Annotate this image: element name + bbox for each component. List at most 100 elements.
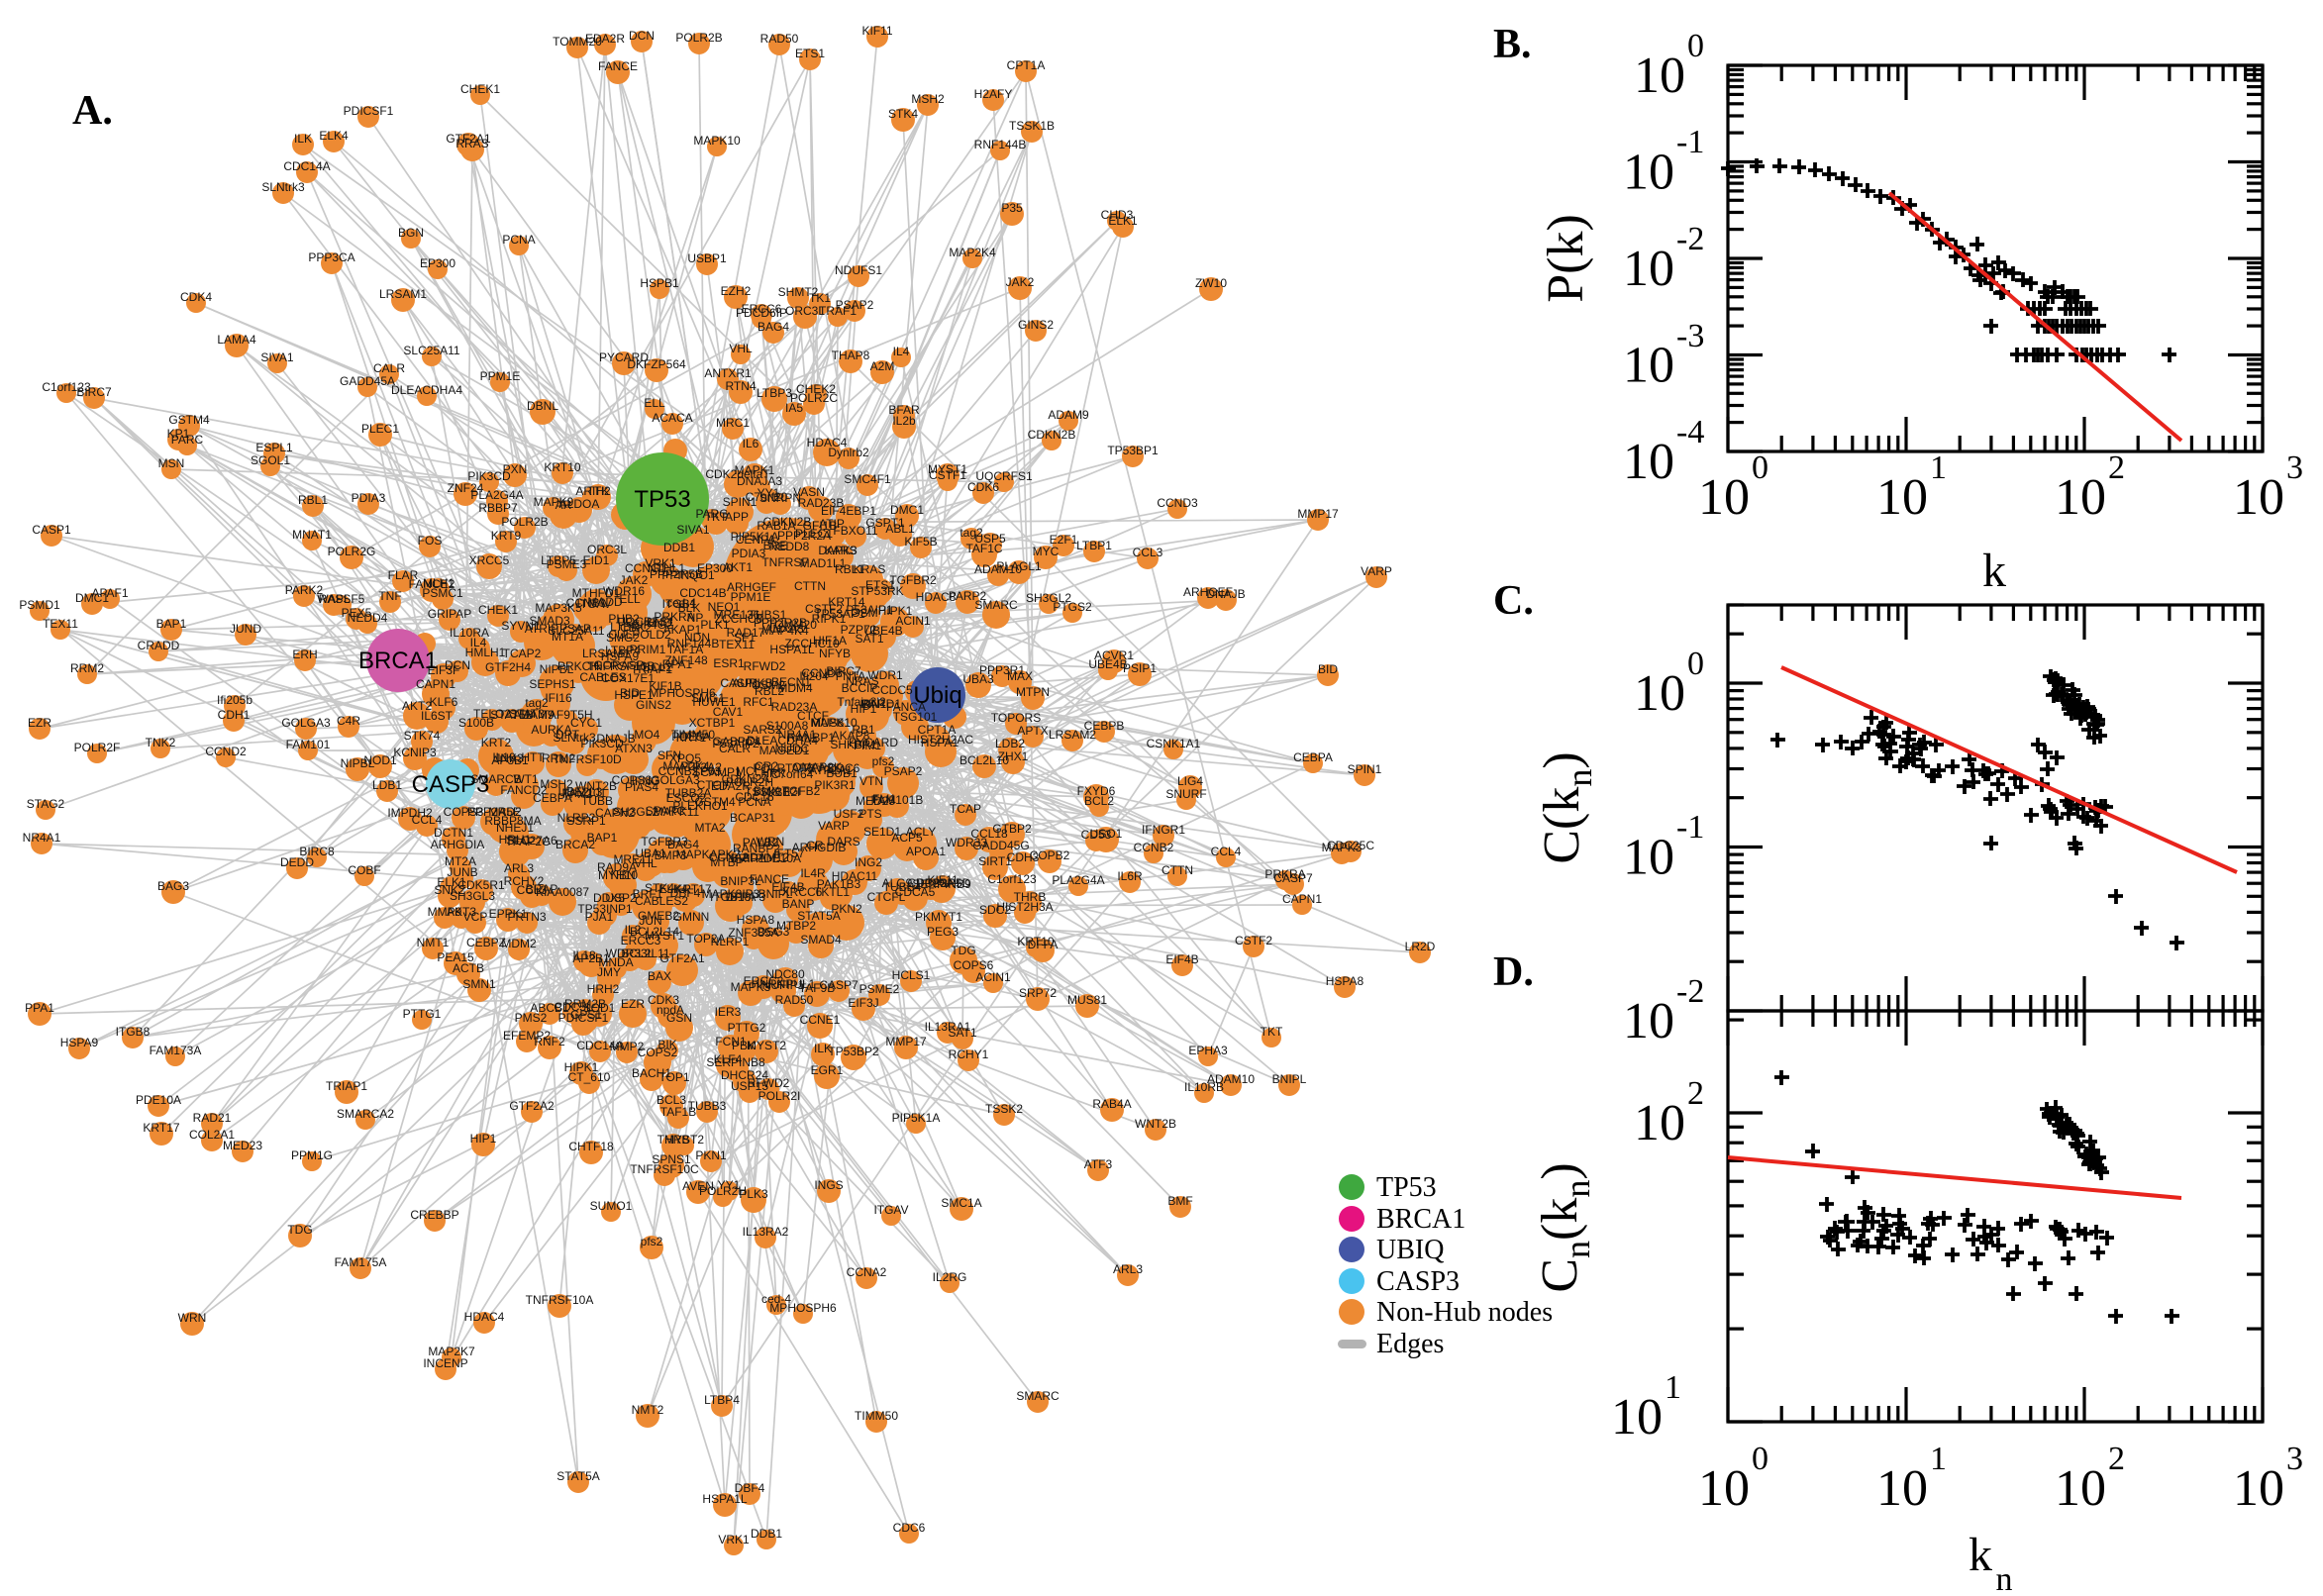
svg-text:EZR: EZR <box>621 997 645 1011</box>
svg-text:EDA2R: EDA2R <box>585 32 625 46</box>
svg-text:MAP4K4: MAP4K4 <box>761 624 809 638</box>
svg-text:BANP: BANP <box>782 897 815 911</box>
svg-text:TP53: TP53 <box>634 486 690 513</box>
svg-text:SMG1: SMG1 <box>691 691 725 705</box>
svg-text:ACACA: ACACA <box>652 411 692 425</box>
svg-text:TNFRSF10C: TNFRSF10C <box>630 1162 699 1176</box>
svg-text:CCNB2: CCNB2 <box>1134 841 1174 854</box>
svg-text:MDM2: MDM2 <box>501 937 537 950</box>
svg-text:GTF2A2: GTF2A2 <box>509 1099 555 1113</box>
svg-text:HIP1: HIP1 <box>470 1132 497 1146</box>
svg-text:CDC16: CDC16 <box>735 790 774 804</box>
svg-text:FCN1: FCN1 <box>715 1035 747 1048</box>
svg-text:STP53RK: STP53RK <box>851 584 903 598</box>
svg-text:COPB2: COPB2 <box>1030 848 1070 862</box>
svg-text:CEBPZ: CEBPZ <box>466 936 506 949</box>
svg-text:PDE5A: PDE5A <box>671 730 710 744</box>
svg-text:ARL3: ARL3 <box>1113 1262 1143 1276</box>
svg-text:RBBP7: RBBP7 <box>478 501 518 515</box>
svg-text:-3: -3 <box>1676 318 1704 354</box>
svg-text:IFI16: IFI16 <box>545 691 572 705</box>
svg-text:RTN4: RTN4 <box>725 379 756 393</box>
svg-text:HSPB1: HSPB1 <box>640 276 679 290</box>
svg-text:MTBP2: MTBP2 <box>776 919 816 933</box>
svg-text:XRCC5: XRCC5 <box>469 553 510 567</box>
svg-text:CCL3: CCL3 <box>1133 546 1163 559</box>
svg-text:STAT5B: STAT5B <box>490 708 534 722</box>
svg-text:P35: P35 <box>1001 201 1023 215</box>
svg-text:STAT5A: STAT5A <box>556 1469 600 1483</box>
svg-text:PHB2: PHB2 <box>608 612 640 626</box>
svg-text:TEX11: TEX11 <box>43 617 78 631</box>
svg-text:IL10RA: IL10RA <box>450 626 489 640</box>
svg-text:EPHA3: EPHA3 <box>1188 1044 1228 1057</box>
svg-text:LDB1: LDB1 <box>372 778 402 792</box>
svg-text:TAF1B: TAF1B <box>660 1105 696 1119</box>
svg-text:SMN1: SMN1 <box>462 977 496 991</box>
svg-text:EZH2: EZH2 <box>721 284 752 298</box>
svg-text:0: 0 <box>1752 1441 1768 1477</box>
svg-text:MAX: MAX <box>1007 669 1033 683</box>
svg-text:1: 1 <box>1665 1369 1681 1406</box>
svg-text:2: 2 <box>2108 449 2125 486</box>
svg-text:10: 10 <box>1623 338 1674 394</box>
svg-text:INCENP: INCENP <box>423 1356 467 1370</box>
svg-text:NLRP2: NLRP2 <box>557 811 596 825</box>
svg-text:FAM175A: FAM175A <box>335 1255 387 1269</box>
svg-text:TOP2A: TOP2A <box>686 932 725 946</box>
svg-text:RAD50: RAD50 <box>760 32 799 46</box>
svg-text:ITGB18P3: ITGB18P3 <box>710 890 765 904</box>
svg-text:TCAP: TCAP <box>950 802 981 816</box>
svg-text:0: 0 <box>1687 28 1704 64</box>
svg-text:SLNtrk3: SLNtrk3 <box>261 180 305 194</box>
svg-text:TNF: TNF <box>378 589 401 603</box>
svg-text:GOLGA3: GOLGA3 <box>281 716 331 730</box>
svg-text:BCL2: BCL2 <box>1084 794 1114 808</box>
svg-text:SMC4F1: SMC4F1 <box>844 472 891 486</box>
svg-text:MMP2: MMP2 <box>610 1040 645 1053</box>
svg-text:ORC3L: ORC3L <box>785 304 825 318</box>
svg-text:GMNN: GMNN <box>673 910 710 924</box>
svg-text:ATRIP: ATRIP <box>525 622 558 636</box>
svg-text:CHEK1: CHEK1 <box>478 603 518 617</box>
svg-text:STK4: STK4 <box>888 107 918 121</box>
svg-text:ZNF385A: ZNF385A <box>728 926 778 940</box>
svg-text:PSAP2: PSAP2 <box>884 764 923 778</box>
svg-text:EIF3J: EIF3J <box>848 996 878 1010</box>
svg-text:MAPK9: MAPK9 <box>534 495 574 509</box>
svg-text:NEDD8: NEDD8 <box>769 540 810 553</box>
svg-text:3: 3 <box>2286 1441 2303 1477</box>
svg-text:PTTG1: PTTG1 <box>403 1007 442 1021</box>
svg-text:ANTXR1: ANTXR1 <box>704 366 752 380</box>
svg-text:MRC1: MRC1 <box>716 416 750 430</box>
svg-text:KRAS: KRAS <box>854 562 886 576</box>
svg-text:DDB1: DDB1 <box>751 1527 782 1541</box>
svg-text:CCND2: CCND2 <box>205 745 247 758</box>
svg-text:MAP2K4: MAP2K4 <box>949 246 996 259</box>
svg-text:LRSAM1: LRSAM1 <box>379 287 427 301</box>
svg-text:RANBP1: RANBP1 <box>787 731 835 745</box>
svg-text:CDH1: CDH1 <box>218 708 251 722</box>
svg-text:EPPK1: EPPK1 <box>489 907 528 921</box>
svg-text:RRM2: RRM2 <box>70 661 104 675</box>
svg-text:KCNIP3: KCNIP3 <box>393 746 437 759</box>
svg-text:ELK1: ELK1 <box>1108 214 1138 228</box>
svg-text:IL2RG: IL2RG <box>933 1270 967 1284</box>
svg-text:P(k): P(k) <box>1538 214 1594 303</box>
svg-text:PSMD1: PSMD1 <box>19 598 60 612</box>
svg-text:MTA2: MTA2 <box>694 821 725 835</box>
svg-text:KIF5B: KIF5B <box>904 535 937 549</box>
svg-text:VCP: VCP <box>463 910 488 924</box>
svg-text:NEO1: NEO1 <box>708 600 741 614</box>
svg-text:MNDA: MNDA <box>598 955 633 969</box>
svg-text:-1: -1 <box>1676 809 1704 846</box>
svg-text:GADD45A: GADD45A <box>340 374 395 388</box>
svg-text:JUND: JUND <box>230 622 261 636</box>
svg-text:WNT2B: WNT2B <box>1135 1117 1176 1131</box>
svg-text:TNFRSF10D: TNFRSF10D <box>553 752 622 766</box>
svg-text:PPA1: PPA1 <box>25 1001 54 1015</box>
svg-text:SUMO1: SUMO1 <box>590 1199 633 1213</box>
svg-text:TNFRSF10A: TNFRSF10A <box>526 1293 594 1307</box>
svg-text:CRADD: CRADD <box>138 639 180 652</box>
svg-text:Dynlrb2: Dynlrb2 <box>828 446 869 459</box>
